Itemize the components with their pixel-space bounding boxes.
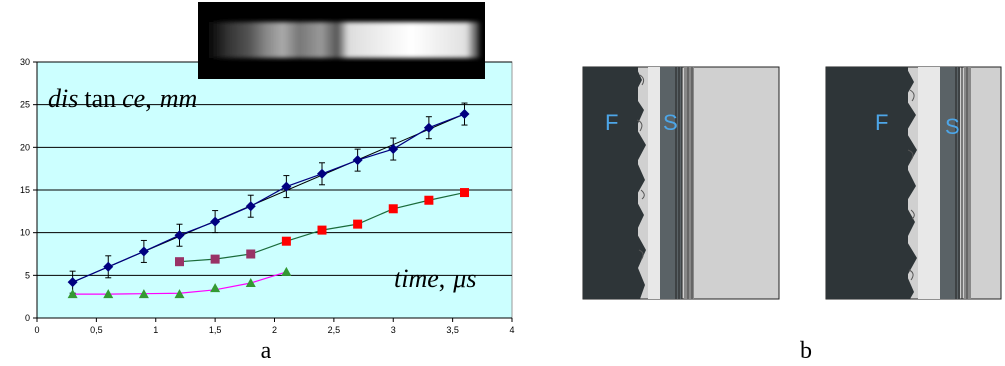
ylabel-part-3: ce xyxy=(122,84,145,113)
diamond-point xyxy=(210,216,221,227)
triangle-point xyxy=(281,266,292,276)
triangle-point xyxy=(67,289,78,299)
square-point xyxy=(175,257,184,267)
diamond-point xyxy=(317,168,327,179)
diamond-point xyxy=(459,109,470,120)
simulation-frame-right: F S xyxy=(825,66,1002,300)
panel-label-b: b xyxy=(800,338,812,364)
diamond-point xyxy=(388,144,399,155)
diamond-point xyxy=(67,277,78,288)
x-tick-label: 3,5 xyxy=(446,325,459,335)
label-s-left: S xyxy=(663,110,678,135)
x-tick-label: 2,5 xyxy=(328,325,341,335)
ylabel-part-2: tan xyxy=(84,84,116,113)
y-tick-label: 30 xyxy=(20,57,30,67)
ylabel-comma: , xyxy=(145,84,152,113)
square-point xyxy=(281,236,291,246)
xlabel-comma: , xyxy=(439,264,446,293)
x-tick-label: 1 xyxy=(153,325,158,335)
x-tick-label: 2 xyxy=(272,325,277,335)
diamond-point xyxy=(174,230,185,241)
x-tick-label: 0 xyxy=(34,325,39,335)
x-axis-ticks: 0 0,5 1 1,5 2 2,5 3 3,5 4 xyxy=(34,318,515,335)
triangle-point xyxy=(210,283,221,293)
series-0 xyxy=(67,102,470,294)
xlabel-part-1: time xyxy=(394,264,439,293)
diamond-point xyxy=(138,246,149,257)
y-tick-label: 10 xyxy=(20,228,30,238)
distance-time-chart: 0 5 10 15 20 25 30 0 0,5 1 1,5 2 2,5 3 3,5 4 dis tan ce,… xyxy=(20,2,515,335)
series-2 xyxy=(281,188,469,246)
label-f-left: F xyxy=(605,110,618,135)
diamond-point xyxy=(423,122,434,133)
xlabel-part-2: μs xyxy=(452,264,476,293)
label-f-right: F xyxy=(875,110,888,135)
y-tick-label: 15 xyxy=(20,185,30,195)
series-1 xyxy=(175,249,256,267)
y-tick-label: 20 xyxy=(20,142,30,152)
square-point xyxy=(388,204,398,214)
diamond-point xyxy=(245,201,256,212)
x-tick-label: 3 xyxy=(391,325,396,335)
simulation-frame-left: F S xyxy=(582,66,780,300)
y-axis-label: dis tan ce, mm xyxy=(48,84,197,113)
square-point xyxy=(424,195,434,205)
label-s-right: S xyxy=(945,114,960,139)
square-point xyxy=(353,219,363,229)
y-tick-label: 0 xyxy=(25,313,30,323)
diamond-point xyxy=(352,155,363,166)
square-point xyxy=(210,254,220,264)
diamond-point xyxy=(281,181,292,192)
panel-label-a: a xyxy=(261,338,272,364)
ylabel-part-4: mm xyxy=(160,84,198,113)
triangle-point xyxy=(103,289,114,299)
x-axis-label: time, μs xyxy=(394,264,476,293)
streak-image-inset xyxy=(198,2,485,79)
triangle-point xyxy=(245,278,256,288)
y-axis-ticks: 0 5 10 15 20 25 30 xyxy=(20,57,37,323)
y-tick-label: 5 xyxy=(25,270,30,280)
triangle-point xyxy=(174,289,185,299)
ylabel-part-1: dis xyxy=(48,84,78,113)
x-tick-label: 0,5 xyxy=(90,325,103,335)
series-layer xyxy=(67,102,470,299)
square-point xyxy=(460,188,469,198)
diamond-point xyxy=(103,261,114,272)
triangle-point xyxy=(138,289,149,299)
series-line xyxy=(72,113,465,283)
y-tick-label: 25 xyxy=(20,100,30,110)
x-tick-label: 1,5 xyxy=(209,325,222,335)
x-tick-label: 4 xyxy=(509,325,514,335)
series-3 xyxy=(67,266,292,299)
square-point xyxy=(317,225,327,235)
square-point xyxy=(246,249,256,259)
